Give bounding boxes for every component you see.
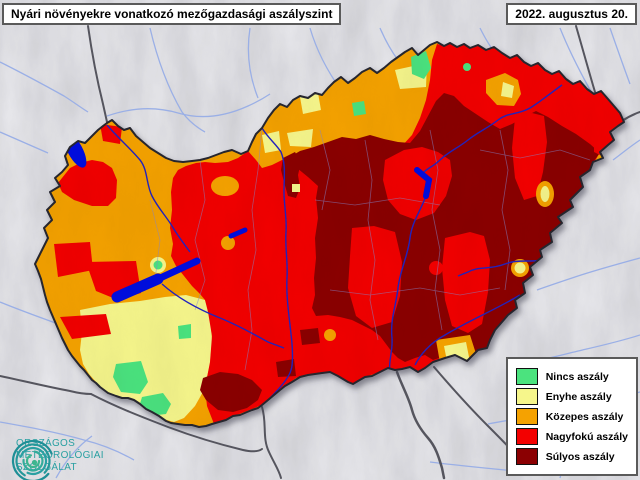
omsz-logo: ORSZÁGOS METEOROLÓGIAI SZOLGÁLAT bbox=[10, 438, 104, 480]
legend-label-kozepes: Közepes aszály bbox=[545, 410, 624, 423]
legend-swatch-kozepes bbox=[515, 408, 538, 425]
legend-label-nagyfoku: Nagyfokú aszály bbox=[545, 430, 628, 443]
legend-item-enyhe: Enyhe aszály bbox=[515, 388, 628, 405]
omsz-spiral-icon bbox=[11, 439, 55, 480]
legend-item-sulyos: Súlyos aszály bbox=[515, 448, 628, 465]
legend-label-sulyos: Súlyos aszály bbox=[545, 450, 615, 463]
legend-swatch-enyhe bbox=[515, 388, 538, 405]
map-title-box: Nyári növényekre vonatkozó mezőgazdasági… bbox=[2, 3, 342, 25]
legend-label-enyhe: Enyhe aszály bbox=[545, 390, 612, 403]
omsz-logo-line3: SZOLGÁLAT bbox=[16, 462, 77, 473]
map-date-box: 2022. augusztus 20. bbox=[506, 3, 637, 25]
legend: Nincs aszály Enyhe aszály Közepes aszály… bbox=[505, 357, 638, 476]
legend-item-nincs: Nincs aszály bbox=[515, 368, 628, 385]
hungary-outline bbox=[34, 41, 625, 428]
map-title: Nyári növényekre vonatkozó mezőgazdasági… bbox=[11, 7, 333, 21]
legend-item-nagyfoku: Nagyfokú aszály bbox=[515, 428, 628, 445]
legend-item-kozepes: Közepes aszály bbox=[515, 408, 628, 425]
map-date: 2022. augusztus 20. bbox=[515, 7, 628, 21]
omsz-logo-line2: METEOROLÓGIAI bbox=[16, 450, 104, 461]
omsz-logo-text: ORSZÁGOS METEOROLÓGIAI SZOLGÁLAT bbox=[16, 438, 104, 474]
legend-swatch-sulyos bbox=[515, 448, 538, 465]
legend-label-nincs: Nincs aszály bbox=[545, 370, 609, 383]
omsz-logo-line1: ORSZÁGOS bbox=[16, 438, 76, 449]
legend-swatch-nincs bbox=[515, 368, 538, 385]
legend-swatch-nagyfoku bbox=[515, 428, 538, 445]
